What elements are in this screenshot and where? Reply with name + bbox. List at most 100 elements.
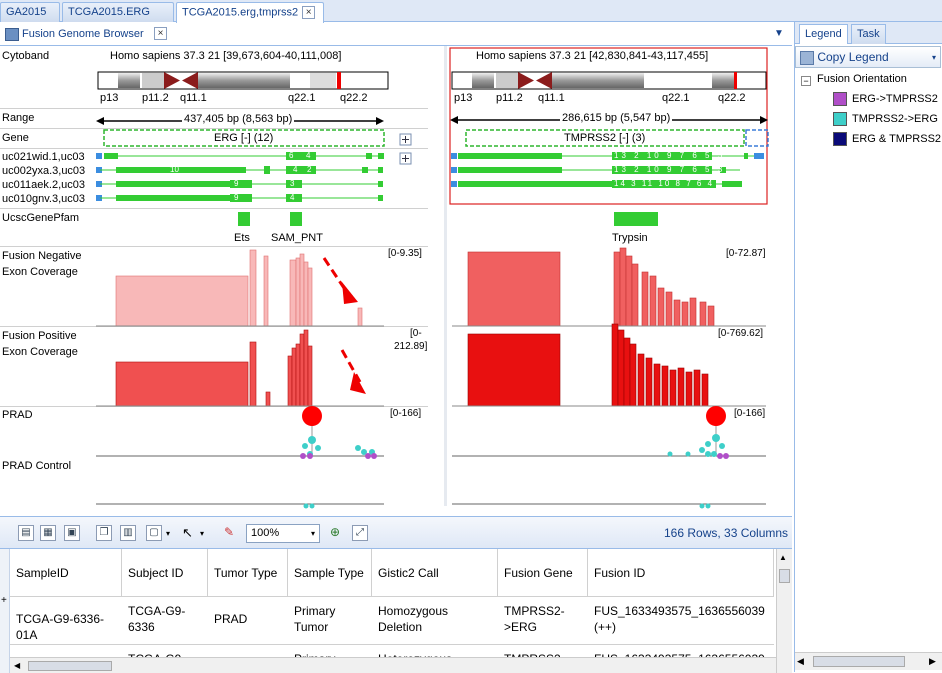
legend-item-label: ERG & TMPRSS2 xyxy=(852,133,942,145)
tab-label: TCGA2015.erg,tmprss2 xyxy=(182,6,299,19)
tab-label: TCGA2015.ERG xyxy=(68,6,150,18)
sam-pnt-label: SAM_PNT xyxy=(271,232,323,244)
right-pos-scale: [0-769.62] xyxy=(718,328,764,339)
table-row[interactable]: TCGA-G9 Primary Heterozygous TMPRSS2 FUS… xyxy=(10,645,774,657)
tab-ga2015[interactable]: GA2015 xyxy=(0,2,60,22)
chevron-down-icon[interactable]: ▼ xyxy=(774,28,784,39)
paste-icon[interactable]: ▢ xyxy=(146,525,162,541)
cell-subject-id: TCGA-G9-6336 xyxy=(128,604,186,634)
column-header[interactable]: Fusion Gene xyxy=(498,549,588,596)
track-label-exon-coverage: Exon Coverage xyxy=(2,346,78,358)
erg-gene-box xyxy=(103,129,385,147)
scroll-thumb[interactable] xyxy=(813,656,905,667)
left-chromosome-ideogram xyxy=(97,71,389,90)
cell-gistic2-call: Heterozygous xyxy=(372,645,458,657)
copy-icon[interactable]: ❐ xyxy=(96,525,112,541)
scroll-right-icon[interactable]: ▶ xyxy=(929,656,936,666)
exon-number: 4 xyxy=(290,193,295,202)
band-label: q22.1 xyxy=(288,92,316,104)
zoom-select[interactable]: 100% ▾ xyxy=(246,524,320,543)
chevron-down-icon[interactable]: ▾ xyxy=(931,53,936,62)
cell-fusion-id: FUS_1633493575_1636556039 (++) xyxy=(594,604,765,634)
left-locus: Homo sapiens 37.3 21 [39,673,604-40,111,… xyxy=(110,50,342,62)
filter-clear-icon[interactable]: ✎ xyxy=(224,525,235,539)
tmprss2-gene-box xyxy=(465,129,745,147)
track-label-prad-control: PRAD Control xyxy=(2,460,72,472)
pointer-icon[interactable]: ↖ xyxy=(182,525,193,540)
chevron-down-icon[interactable]: ▾ xyxy=(166,529,171,538)
scroll-thumb[interactable] xyxy=(28,661,112,671)
tab-label: Task xyxy=(857,28,880,40)
scroll-thumb[interactable] xyxy=(779,569,790,583)
band-label: p11.2 xyxy=(142,92,169,104)
track-label-exon-coverage: Exon Coverage xyxy=(2,266,78,278)
selected-region-box xyxy=(449,47,768,205)
right-prad-scale: [0-166] xyxy=(734,408,766,419)
right-transcripts xyxy=(451,152,764,188)
left-neg-scale: [0-9.35] xyxy=(388,248,422,259)
exon-number: 3 xyxy=(290,179,295,188)
scroll-left-icon[interactable]: ◀ xyxy=(14,661,21,670)
browser-icon xyxy=(5,28,19,41)
cell-sample-id: TCGA-G9-6336-01A xyxy=(16,612,105,642)
band-label: q11.1 xyxy=(538,92,565,104)
legend-swatch xyxy=(833,132,847,146)
tab-legend[interactable]: Legend xyxy=(799,24,848,44)
column-header[interactable]: Gistic2 Call xyxy=(372,549,498,596)
scroll-up-icon[interactable]: ▲ xyxy=(779,553,787,562)
close-icon[interactable]: × xyxy=(302,6,316,19)
scroll-left-icon[interactable]: ◀ xyxy=(797,656,804,666)
legend-horizontal-scrollbar[interactable]: ◀ ▶ xyxy=(795,652,942,670)
grid-vertical-scrollbar[interactable]: ▲ xyxy=(776,549,792,673)
grid-side-handle[interactable]: + xyxy=(0,549,10,673)
copy-legend-button[interactable]: Copy Legend ▾ xyxy=(795,46,941,68)
annotation-arrows xyxy=(322,257,362,383)
transcript-label: uc021wid.1,uc03 xyxy=(2,151,85,163)
grid-icon[interactable]: ▥ xyxy=(120,525,136,541)
new-document-icon[interactable]: ▤ xyxy=(18,525,34,541)
legend-panel: Legend Task Copy Legend ▾ − Fusion Orien… xyxy=(794,22,942,672)
exon-number: 9 xyxy=(234,193,239,202)
track-label-cytoband: Cytoband xyxy=(2,50,50,62)
fit-icon[interactable]: ⤢ xyxy=(352,525,368,541)
excel-export-icon[interactable]: ▦ xyxy=(40,525,56,541)
column-header[interactable]: Sample Type xyxy=(288,549,372,596)
zoom-in-icon[interactable]: ⊕ xyxy=(330,525,341,539)
genome-tracks xyxy=(96,47,769,509)
column-header[interactable]: Fusion ID xyxy=(588,549,774,596)
tab-tcga2015-erg-tmprss2[interactable]: TCGA2015.erg,tmprss2 × xyxy=(176,2,324,23)
prad-hotspot-left xyxy=(302,406,322,426)
pane-divider[interactable] xyxy=(444,46,447,506)
tmprss2-gene-label[interactable]: TMPRSS2 [-] (3) xyxy=(564,132,646,144)
cell-gistic2-call: Homozygous Deletion xyxy=(378,604,449,634)
tab-label: Legend xyxy=(805,28,842,40)
table-row[interactable]: TCGA-G9-6336-01A TCGA-G9-6336 PRAD Prima… xyxy=(10,597,774,645)
grid-horizontal-scrollbar[interactable]: ◀ xyxy=(10,657,776,673)
cell-subject-id: TCGA-G9 xyxy=(122,645,187,657)
sam-pnt-domain xyxy=(290,212,302,226)
column-header[interactable]: SampleID xyxy=(10,549,122,596)
save-icon[interactable]: ▣ xyxy=(64,525,80,541)
data-grid-panel: ▤ ▦ ▣ ❐ ▥ ▢ ▾ ↖ ▾ ✎ 100% ▾ ⊕ ⤢ 166 Rows, … xyxy=(0,516,792,673)
chevron-down-icon: ▾ xyxy=(310,529,315,538)
column-header[interactable]: Tumor Type xyxy=(208,549,288,596)
tab-tcga2015-erg[interactable]: TCGA2015.ERG xyxy=(62,2,174,22)
collapse-icon[interactable]: − xyxy=(801,76,811,86)
left-range-text: 437,405 bp (8,563 bp) xyxy=(182,113,295,125)
tab-task[interactable]: Task xyxy=(851,24,886,44)
band-label: q22.2 xyxy=(340,92,368,104)
ets-label: Ets xyxy=(234,232,250,244)
erg-gene-label[interactable]: ERG [-] (12) xyxy=(214,132,274,144)
band-label: p13 xyxy=(454,92,473,104)
trypsin-domain xyxy=(614,212,658,226)
chevron-down-icon[interactable]: ▾ xyxy=(200,529,205,538)
expand-icon[interactable]: + xyxy=(1,595,7,606)
column-header[interactable]: Subject ID xyxy=(122,549,208,596)
close-icon[interactable]: × xyxy=(154,27,167,40)
ets-domain xyxy=(238,212,250,226)
right-neg-scale: [0-72.87] xyxy=(726,248,766,259)
legend-swatch xyxy=(833,112,847,126)
transcript-label: uc002yxa.3,uc03 xyxy=(2,165,86,177)
exon-number: 9 xyxy=(234,179,239,188)
tab-label: GA2015 xyxy=(6,6,47,18)
